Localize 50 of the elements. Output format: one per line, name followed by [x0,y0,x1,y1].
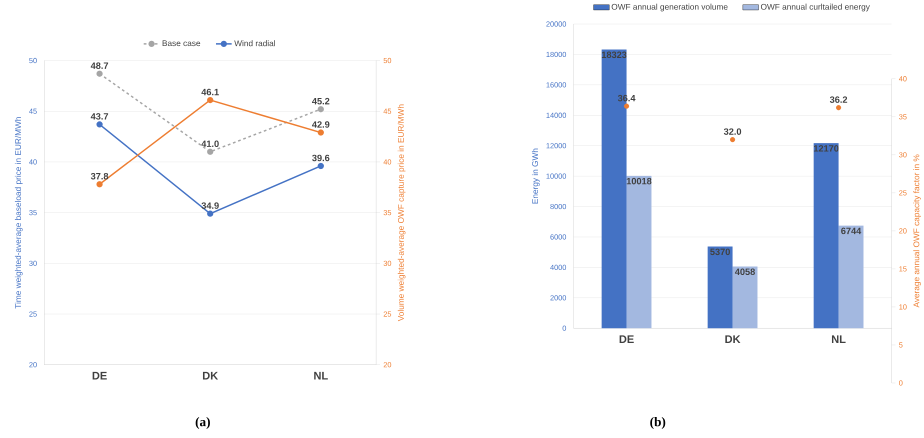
data-label: 5370 [710,248,730,256]
point [318,106,324,112]
data-label: 42.9 [312,121,330,128]
x-tick-label: DK [202,372,218,380]
data-label: 46.1 [201,88,219,96]
data-label: 43.7 [90,113,108,120]
point [730,137,736,142]
x-tick-label: DE [92,372,107,380]
data-label: 6744 [841,228,862,234]
text: (b) [650,417,666,430]
data-label: 34.9 [201,202,219,209]
point [836,105,842,110]
point [318,130,324,136]
text: (a) [196,417,210,430]
legend-label: OWF annual generation volume [612,4,728,12]
point [96,70,103,77]
data-label: 10018 [626,178,652,184]
x-tick-label: DE [620,336,634,344]
data-label: 36.2 [830,96,848,104]
bar [838,226,864,328]
data-label: 45.2 [312,98,330,105]
x-tick-label: NL [832,336,846,344]
data-label: 4058 [734,268,755,276]
data-label: 12170 [814,145,839,152]
data-label: 18323 [602,52,627,58]
data-label: 39.6 [312,154,330,162]
data-label: 48.7 [90,62,108,70]
bar [732,266,758,328]
legend-label: OWF annual curltailed energy [760,4,870,12]
point [207,210,214,217]
point [207,148,214,156]
bar [814,143,839,328]
x-tick-label: DK [725,336,740,344]
bar [626,176,652,328]
point [624,104,630,109]
y2-axis-title: Average annual OWF capacity factor in % [913,154,921,308]
legend-label: Base case [162,40,200,46]
point [96,181,103,188]
x-tick-label: NL [314,372,328,380]
legend-label: Wind radial [234,40,276,46]
bar [708,246,733,328]
data-label: 32.0 [724,128,742,135]
point [207,97,214,104]
y-axis-title: Time weighted-average baseload price in EUR/MWh [14,117,23,309]
point [96,121,103,128]
y-axis-title: Energy in GWh [532,148,540,204]
y2-axis-title: Volume weighted-average OWF capture price in EUR/MWh [398,104,406,322]
data-label: 41.0 [201,140,219,148]
data-label: 37.8 [90,173,108,180]
point [318,162,324,170]
